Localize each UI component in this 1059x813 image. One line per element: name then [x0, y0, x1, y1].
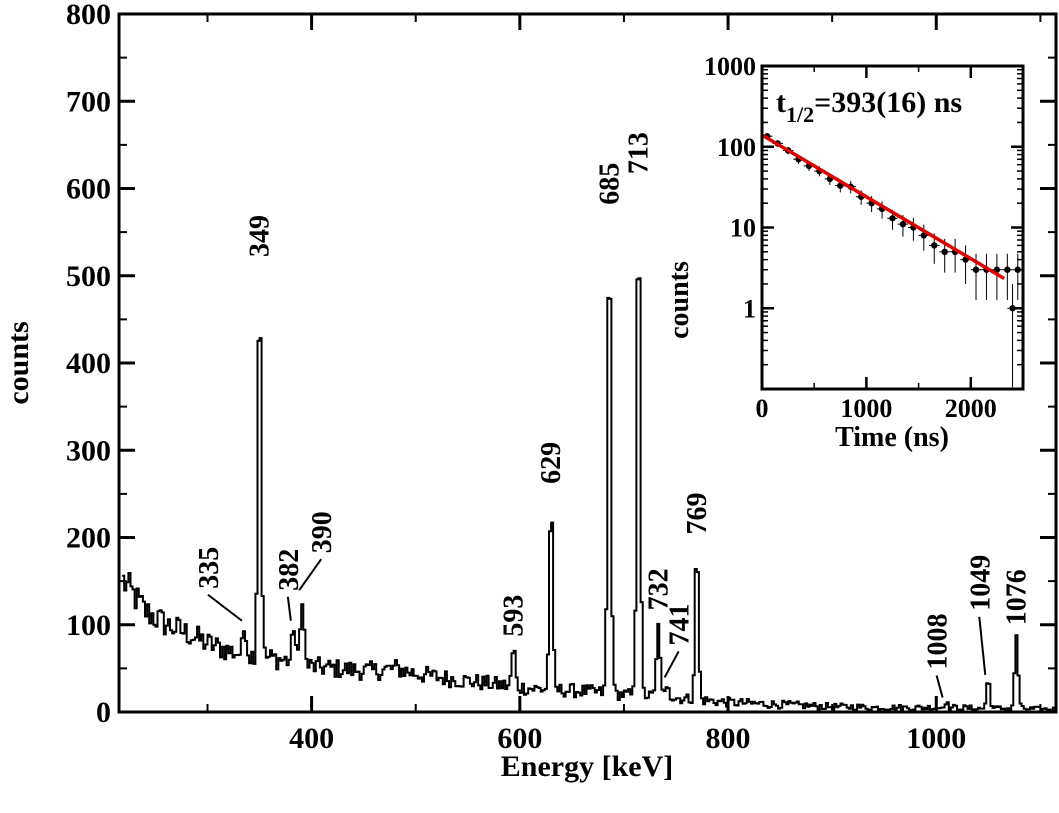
inset-frame	[760, 64, 1025, 391]
inset-data-point	[972, 266, 980, 273]
y-tick-label: 400	[66, 347, 111, 380]
inset-data-point	[889, 215, 896, 222]
inset-data-point	[941, 248, 948, 256]
peak-label-741: 741	[665, 604, 696, 646]
inset-fit-line	[761, 133, 1006, 280]
main-y-axis-title: counts	[2, 321, 35, 404]
inset-data-point	[1004, 266, 1011, 273]
inset-data-point	[1009, 305, 1016, 312]
half-life-symbol: t	[776, 86, 786, 119]
inset-x-tick-label: 2000	[945, 394, 997, 423]
spectrum-line	[122, 277, 1057, 713]
x-tick-label: 400	[289, 722, 334, 755]
peak-leader-line	[935, 675, 944, 698]
x-tick-label: 800	[706, 722, 751, 755]
peak-label-335: 335	[194, 547, 225, 589]
peak-label-1008: 1008	[923, 614, 954, 670]
y-tick-label: 500	[66, 260, 111, 293]
y-tick-label: 600	[66, 173, 111, 206]
inset-y-tick-label: 1000	[704, 52, 756, 81]
peak-label-1076: 1076	[1001, 569, 1032, 625]
peak-leader-line	[298, 558, 323, 591]
half-life-subscript: 1/2	[786, 102, 814, 127]
peak-label-593: 593	[499, 595, 530, 637]
peak-label-1049: 1049	[965, 555, 996, 611]
peak-label-349: 349	[245, 215, 276, 257]
inset-y-tick-label: 100	[717, 133, 756, 162]
half-life-value: =393(16) ns	[814, 86, 962, 119]
main-axis-ticks	[119, 12, 1056, 714]
y-tick-label: 700	[66, 85, 111, 118]
y-tick-label: 0	[96, 696, 111, 729]
inset-x-tick-label: 1000	[840, 394, 892, 423]
half-life-annotation: t1/2=393(16) ns	[776, 86, 962, 127]
inset-x-tick-label: 0	[756, 394, 769, 423]
y-tick-label: 200	[66, 522, 111, 555]
peak-leader-line	[663, 650, 680, 678]
peak-label-713: 713	[624, 132, 655, 174]
main-x-axis-title: Energy [keV]	[501, 750, 673, 783]
peak-leader-line	[978, 616, 987, 675]
peak-label-629: 629	[536, 442, 567, 484]
x-tick-label: 600	[497, 722, 542, 755]
peak-label-732: 732	[643, 568, 674, 610]
inset-y-axis-title: counts	[664, 261, 695, 339]
inset-data-point	[931, 242, 938, 249]
inset-data-point	[1014, 266, 1021, 273]
peak-leader-line	[286, 596, 292, 621]
peak-label-769: 769	[682, 493, 713, 535]
peak-label-390: 390	[307, 511, 338, 553]
peak-label-685: 685	[594, 163, 625, 205]
peak-label-382: 382	[274, 549, 305, 591]
inset-x-axis-title: Time (ns)	[835, 422, 949, 453]
y-tick-label: 100	[66, 609, 111, 642]
x-tick-label: 1000	[906, 722, 966, 755]
inset-data-point	[899, 220, 907, 228]
y-tick-label: 800	[66, 0, 111, 31]
inset-y-tick-label: 10	[730, 214, 756, 243]
peak-leader-line	[207, 593, 243, 622]
y-tick-label: 300	[66, 434, 111, 467]
inset-y-tick-label: 1	[743, 294, 756, 323]
